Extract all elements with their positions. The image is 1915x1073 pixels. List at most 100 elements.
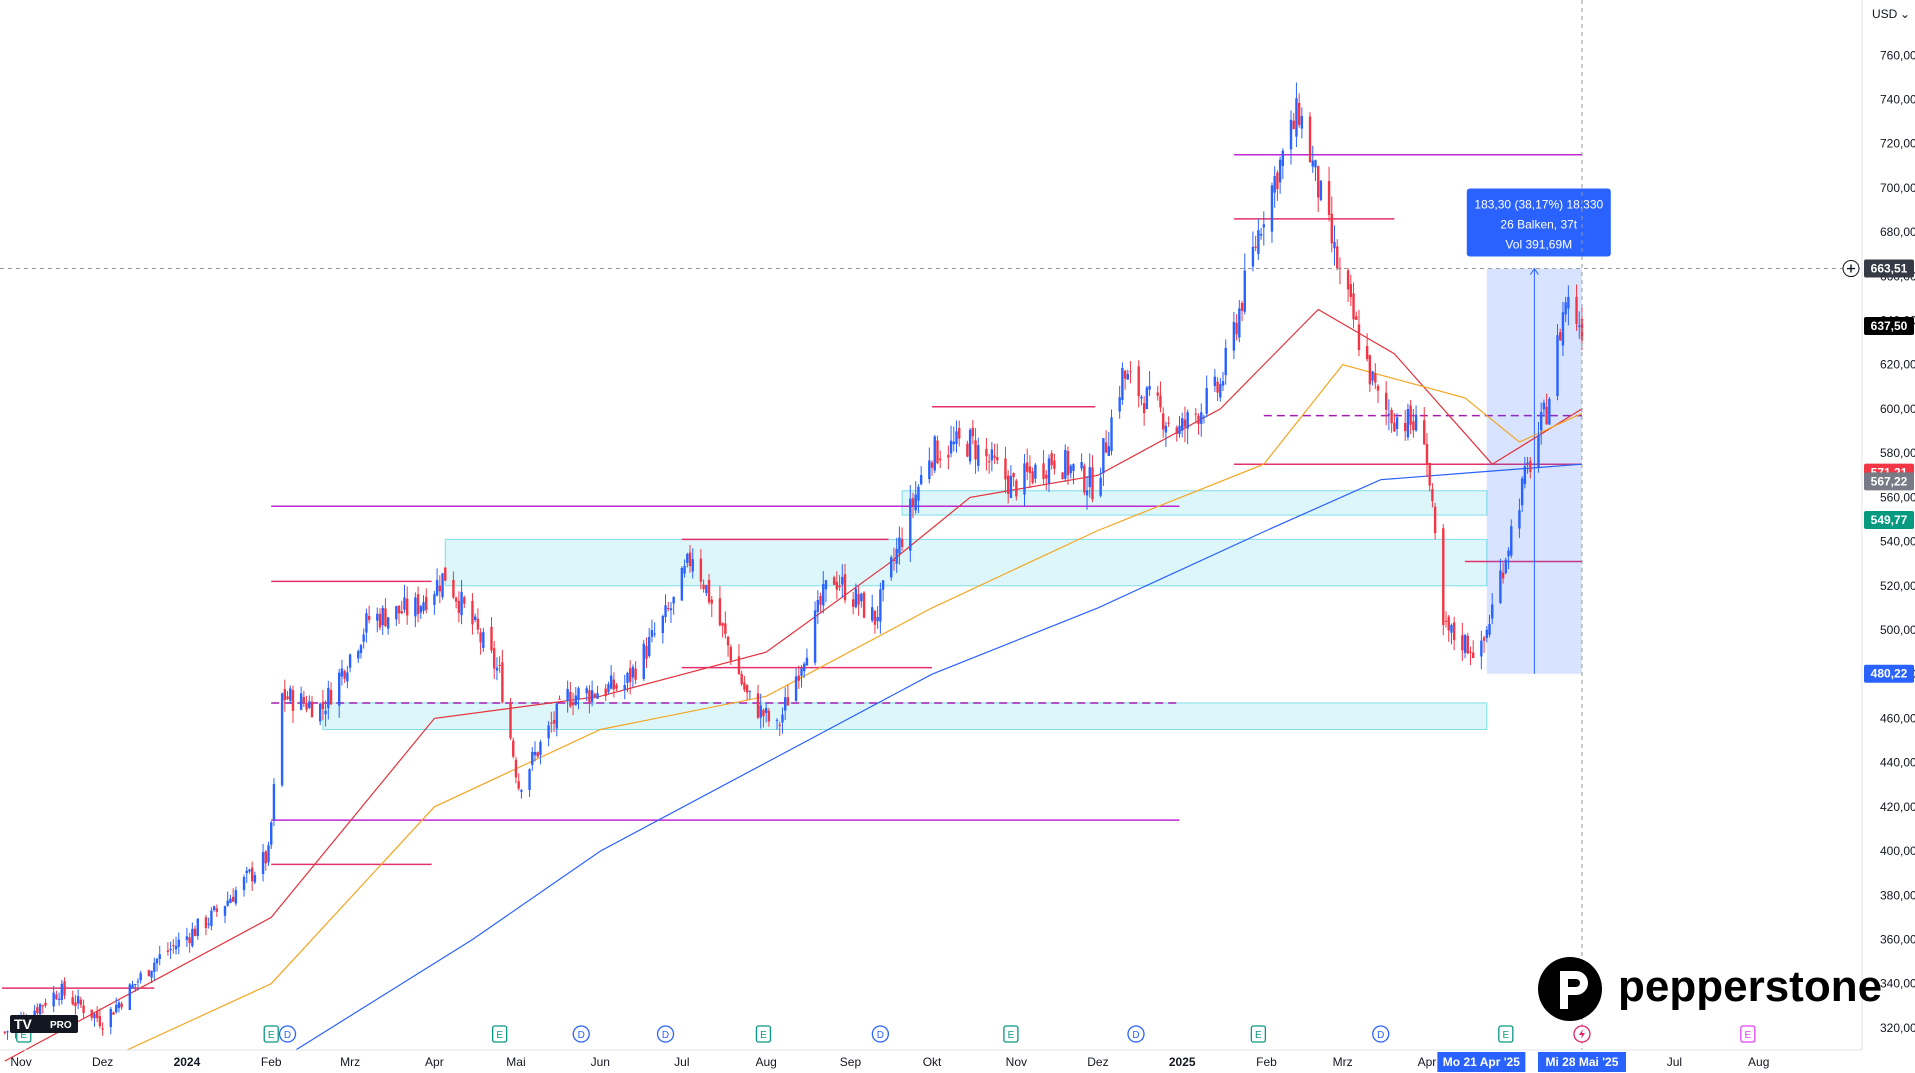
- candle-body: [1148, 385, 1151, 390]
- candle-body: [1121, 367, 1124, 400]
- candle-body: [767, 710, 771, 722]
- chevron-down-icon[interactable]: ⌄: [1900, 7, 1910, 21]
- date-highlight-box: [1437, 1052, 1526, 1072]
- y-tick-label: 500,00: [1880, 623, 1915, 637]
- candle-body: [1346, 270, 1350, 290]
- candle-body: [457, 600, 461, 613]
- candle-body: [949, 440, 953, 454]
- candle-body: [482, 632, 485, 648]
- y-tick-label: 720,00: [1880, 137, 1915, 151]
- tradingview-logo[interactable]: TV PRO: [10, 1015, 78, 1033]
- candle-body: [452, 579, 455, 598]
- candle-body: [596, 693, 599, 699]
- candle-body: [74, 1002, 77, 1007]
- candle-body: [993, 455, 996, 458]
- measure-info-box[interactable]: [1466, 188, 1611, 257]
- candle-body: [977, 445, 980, 466]
- candle-body: [169, 948, 172, 951]
- earnings-icon[interactable]: [1250, 1025, 1267, 1043]
- candle-body: [76, 996, 80, 1004]
- candle-body: [1137, 366, 1140, 397]
- earnings-icon[interactable]: [755, 1025, 772, 1043]
- candle-body: [805, 657, 809, 666]
- candle-body: [52, 992, 55, 1007]
- candle-body: [797, 675, 800, 681]
- candle-body: [1292, 120, 1295, 130]
- candle-body: [1104, 442, 1108, 453]
- candle-body: [1431, 489, 1434, 502]
- candle-body: [1178, 425, 1181, 434]
- candle-body: [1488, 624, 1491, 635]
- candle-body: [193, 928, 197, 937]
- earnings-icon[interactable]: [1740, 1025, 1756, 1043]
- candle-body: [645, 645, 648, 659]
- candle-body: [775, 719, 779, 721]
- price-axis[interactable]: USD ⌄ 320,00 340,00 360,00 380,00 400,00 420,…: [1842, 0, 1915, 1050]
- candle-body: [816, 599, 820, 612]
- candle-body: [153, 962, 156, 972]
- candle-body: [1015, 480, 1018, 497]
- candle-body: [1447, 616, 1450, 631]
- time-axis[interactable]: Nov Dez 2024 Feb Mrz Apr Mai Jun Jul Aug Sep Okt Nov…: [0, 1049, 1862, 1072]
- candle-body: [1006, 475, 1010, 494]
- y-tick-label: 360,00: [1880, 932, 1915, 946]
- earnings-icon[interactable]: [492, 1025, 508, 1043]
- candle-body: [1442, 528, 1445, 626]
- earnings-icon-glyph: E: [1502, 1030, 1509, 1041]
- measure-layer[interactable]: 183,30 (38,17%) 18.330 26 Balken, 37t Vol …: [1466, 188, 1611, 674]
- candle-body: [1072, 464, 1075, 471]
- dividend-icon[interactable]: [572, 1025, 590, 1043]
- candle-body: [699, 558, 703, 582]
- candle-body: [1257, 230, 1260, 254]
- candle-body: [1110, 417, 1113, 451]
- candle-body: [444, 567, 447, 581]
- candle-body: [531, 751, 534, 765]
- candle-body: [550, 722, 553, 724]
- candle-body: [376, 613, 379, 621]
- price-label-text: 480,22: [1871, 667, 1908, 681]
- candle-body: [1537, 435, 1540, 468]
- candle-body: [1300, 116, 1304, 129]
- y-tick-label: 420,00: [1880, 800, 1915, 814]
- candle-body: [155, 958, 159, 964]
- dividend-icon[interactable]: [278, 1025, 297, 1043]
- candle-body: [41, 1005, 44, 1007]
- candle-body: [3, 1031, 6, 1033]
- candle-body: [841, 576, 844, 585]
- candle-body: [1564, 302, 1567, 315]
- dividend-icon[interactable]: [871, 1025, 890, 1043]
- y-tick-label: 580,00: [1880, 446, 1915, 460]
- candle-body: [914, 494, 917, 511]
- earnings-icon[interactable]: [1003, 1025, 1019, 1043]
- candle-body: [558, 698, 561, 700]
- candle-body: [174, 945, 178, 950]
- candle-body: [1390, 409, 1393, 424]
- levels-layer: [2, 153, 1582, 989]
- y-tick-label: 600,00: [1880, 402, 1915, 416]
- candles-layer: [3, 82, 1584, 1040]
- candle-body: [952, 441, 955, 445]
- date-highlight-box: [1537, 1052, 1626, 1072]
- candle-body: [1510, 526, 1513, 556]
- dividend-icon-glyph: D: [284, 1030, 291, 1041]
- candle-body: [60, 983, 64, 1001]
- currency-label[interactable]: USD: [1872, 7, 1898, 21]
- candle-body: [1216, 381, 1219, 393]
- candle-body: [381, 607, 384, 626]
- candle-body: [740, 673, 743, 685]
- candle-body: [1450, 624, 1453, 633]
- dividend-icon[interactable]: [1127, 1025, 1145, 1043]
- dividend-icon[interactable]: [1372, 1025, 1390, 1043]
- y-tick-label: 740,00: [1880, 92, 1915, 106]
- candle-body: [1520, 478, 1524, 506]
- earnings-icon[interactable]: [1498, 1025, 1514, 1043]
- candle-body: [134, 983, 137, 986]
- earnings-icon[interactable]: [263, 1025, 279, 1043]
- dividend-icon[interactable]: [656, 1025, 675, 1043]
- candle-body: [1235, 322, 1238, 335]
- candle-body: [1091, 467, 1094, 500]
- candle-body: [435, 579, 439, 596]
- candle-body: [1175, 427, 1178, 434]
- candle-body: [471, 600, 474, 625]
